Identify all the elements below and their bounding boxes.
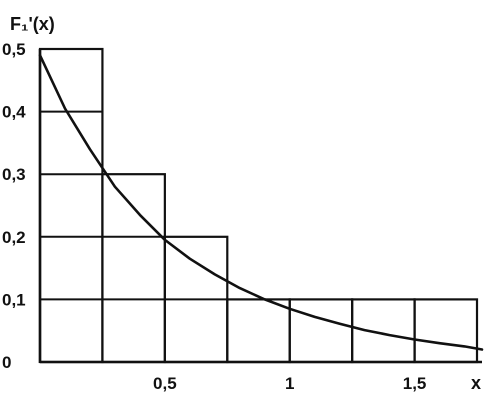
x-tick-label: 1,5	[403, 374, 427, 393]
y-tick-label: 0	[2, 353, 11, 372]
y-tick-label: 0,5	[2, 40, 26, 59]
histogram-bar	[101, 173, 166, 364]
histogram-bar	[351, 298, 416, 364]
y-tick-label: 0,4	[2, 103, 26, 122]
y-tick-label: 0,2	[2, 228, 26, 247]
histogram-grid	[40, 110, 228, 301]
histogram-bars	[38, 47, 479, 364]
axes	[38, 49, 482, 364]
y-tick-label: 0,3	[2, 165, 26, 184]
histogram-bar	[226, 298, 291, 364]
density-curve	[38, 53, 484, 351]
histogram-bar	[288, 298, 354, 364]
histogram-bar	[413, 298, 479, 364]
x-axis-title: x	[471, 373, 481, 393]
x-tick-label: 1	[285, 374, 294, 393]
y-tick-label: 0,1	[2, 290, 26, 309]
x-tick-label: 0,5	[153, 374, 177, 393]
tick-labels: 0 0,1 0,2 0,3 0,4 0,5 0,5 1 1,5	[2, 40, 426, 393]
density-curve-layer	[38, 53, 484, 351]
y-axis-title: F₁'(x)	[10, 14, 55, 34]
histogram-bar	[38, 47, 104, 364]
